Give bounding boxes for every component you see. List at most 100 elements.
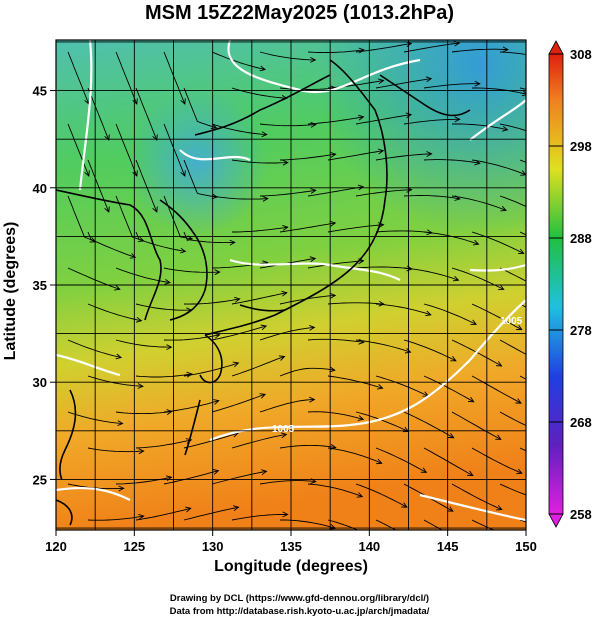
streamline [307,116,364,125]
streamline [375,303,431,316]
streamline-arrowhead [515,398,522,404]
streamline [231,433,287,449]
streamline-arrowhead [377,148,385,155]
streamline [259,399,315,413]
streamline [451,195,507,211]
streamline-arrowhead [450,356,457,362]
streamline-arrowhead [404,347,412,354]
colorbar-tick-label: 278 [570,323,592,338]
streamline-arrowhead [544,362,550,367]
streamline [499,267,526,282]
y-axis-ticks: 25 30 35 40 45 [33,84,56,487]
map-title: MSM 15Z22May2025 (1013.2hPa) [144,2,455,24]
streamline-arrowhead [229,239,236,246]
streamline-arrowhead [310,121,317,128]
streamline-arrowhead [164,279,171,285]
streamline [327,150,384,161]
streamline [452,123,508,131]
x-axis-ticks: 120 125 130 135 140 145 150 [45,530,537,554]
streamline [499,339,526,355]
streamline-arrowhead [138,448,145,455]
streamline-arrowhead [470,319,478,325]
colorbar-tick-label: 268 [570,415,592,430]
streamline-arrowhead [259,393,267,399]
streamline [471,159,526,176]
streamline [307,260,364,269]
streamline-arrowhead [282,159,289,166]
streamline [183,362,239,377]
streamline-arrowhead [378,300,385,307]
streamline [183,432,239,449]
streamline [231,514,288,521]
streamline [307,186,364,197]
streamline-arrowhead [401,502,408,508]
streamline [519,87,526,90]
x-tick-label: 140 [358,539,380,554]
streamline [499,195,526,207]
streamline [375,375,429,397]
streamline-arrowhead [166,344,173,351]
streamline-arrowhead [212,469,220,475]
streamline-arrowhead [118,485,125,492]
colorbar-tick-label: 288 [570,231,592,246]
streamline [451,483,502,511]
streamline [519,447,526,452]
streamline-arrowhead [115,353,123,360]
streamline-arrowhead [500,205,507,212]
streamline-arrowhead [166,409,173,415]
streamline-arrowhead [472,239,480,246]
streamline-arrowhead [356,492,364,498]
streamline [135,87,158,141]
streamline [327,375,383,389]
streamline [327,519,359,530]
y-tick-label: 40 [33,181,47,196]
streamline [355,411,409,432]
streamline-arrowhead [516,468,523,475]
streamline [211,393,266,413]
streamline-arrowhead [376,458,383,465]
streamline-arrowhead [179,247,187,254]
x-tick-label: 120 [45,539,67,554]
streamline-arrowhead [426,151,433,157]
streamline [279,367,335,377]
streamline [375,519,397,530]
streamline [471,303,523,331]
streamline-arrowhead [329,366,336,373]
streamline [355,42,412,53]
streamline-arrowhead [518,248,525,254]
streamline-arrowhead [568,101,574,106]
isobar-label: 1005 [500,316,523,327]
streamline-arrowhead [135,316,143,323]
streamline [115,267,170,284]
streamline [279,444,336,449]
streamline-arrowhead [180,170,186,177]
streamline [87,87,110,141]
streamline [375,78,432,89]
streamline-arrowhead [329,292,337,299]
streamline-arrowhead [564,325,570,330]
streamline [183,506,239,521]
streamline-arrowhead [516,324,523,331]
streamline [279,222,336,233]
streamline-arrowhead [452,275,460,282]
isobar-labels: 1005 1005 [272,316,523,435]
streamline-arrowhead [566,178,572,183]
streamline [403,118,460,125]
y-tick-label: 30 [33,375,47,390]
streamline [280,519,336,529]
colorbar-tick-label: 308 [570,47,592,62]
streamline-arrowhead [186,371,193,378]
streamline-arrowhead [357,415,365,421]
streamline-arrowhead [282,224,289,231]
streamline-arrowhead [496,505,503,511]
streamline-arrowhead [310,188,317,194]
streamline-arrowhead [261,469,268,476]
streamline [471,519,495,530]
y-axis-label: Latitude (degrees) [2,221,19,361]
streamline [211,470,267,485]
colorbar-scale [548,53,564,515]
streamline [423,83,480,89]
streamline [355,483,408,508]
streamline [135,373,192,378]
streamline [87,159,110,213]
